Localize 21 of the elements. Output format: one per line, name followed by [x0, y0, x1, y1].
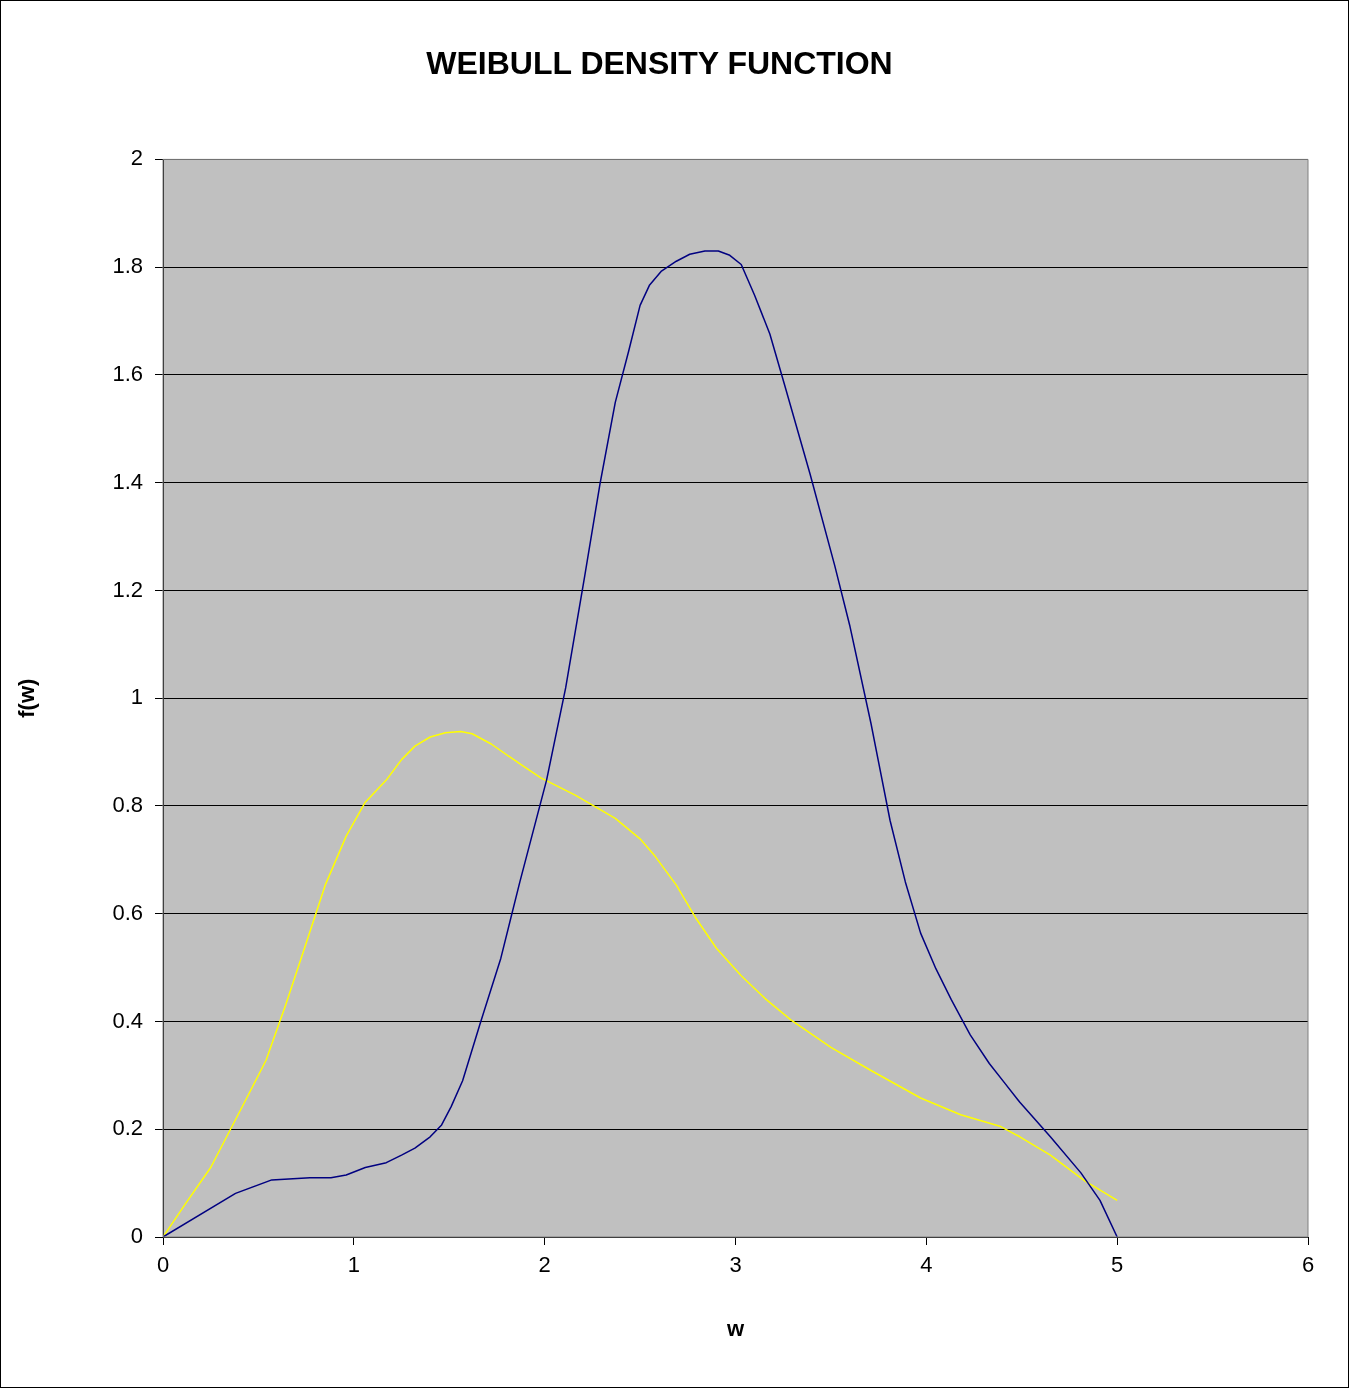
x-tick-label: 6 [1301, 1252, 1315, 1278]
y-tick-label: 2 [130, 145, 143, 171]
y-tick-label: 1.2 [112, 576, 143, 602]
x-tick-label: 1 [347, 1252, 360, 1278]
x-tick-label: 3 [729, 1252, 742, 1278]
y-tick-label: 0.6 [112, 899, 143, 925]
y-tick-label: 1.6 [112, 360, 143, 386]
x-tick-label: 5 [1111, 1252, 1124, 1278]
y-tick-label: 0.2 [112, 1115, 143, 1141]
y-tick-label: 0.8 [112, 792, 143, 818]
x-tick-label: 4 [920, 1252, 933, 1278]
y-tick-label: 0.4 [112, 1007, 143, 1033]
y-tick-label: 0 [130, 1223, 143, 1249]
chart-title: WEIBULL DENSITY FUNCTION [426, 45, 893, 82]
y-tick-label: 1.4 [112, 468, 143, 494]
x-tick-label: 0 [156, 1252, 170, 1278]
x-tick-label: 2 [538, 1252, 551, 1278]
y-axis-title: f(w) [14, 678, 40, 718]
y-tick-label: 1 [130, 684, 143, 710]
y-tick-label: 1.8 [112, 253, 143, 279]
x-axis-title: w [725, 1315, 745, 1341]
